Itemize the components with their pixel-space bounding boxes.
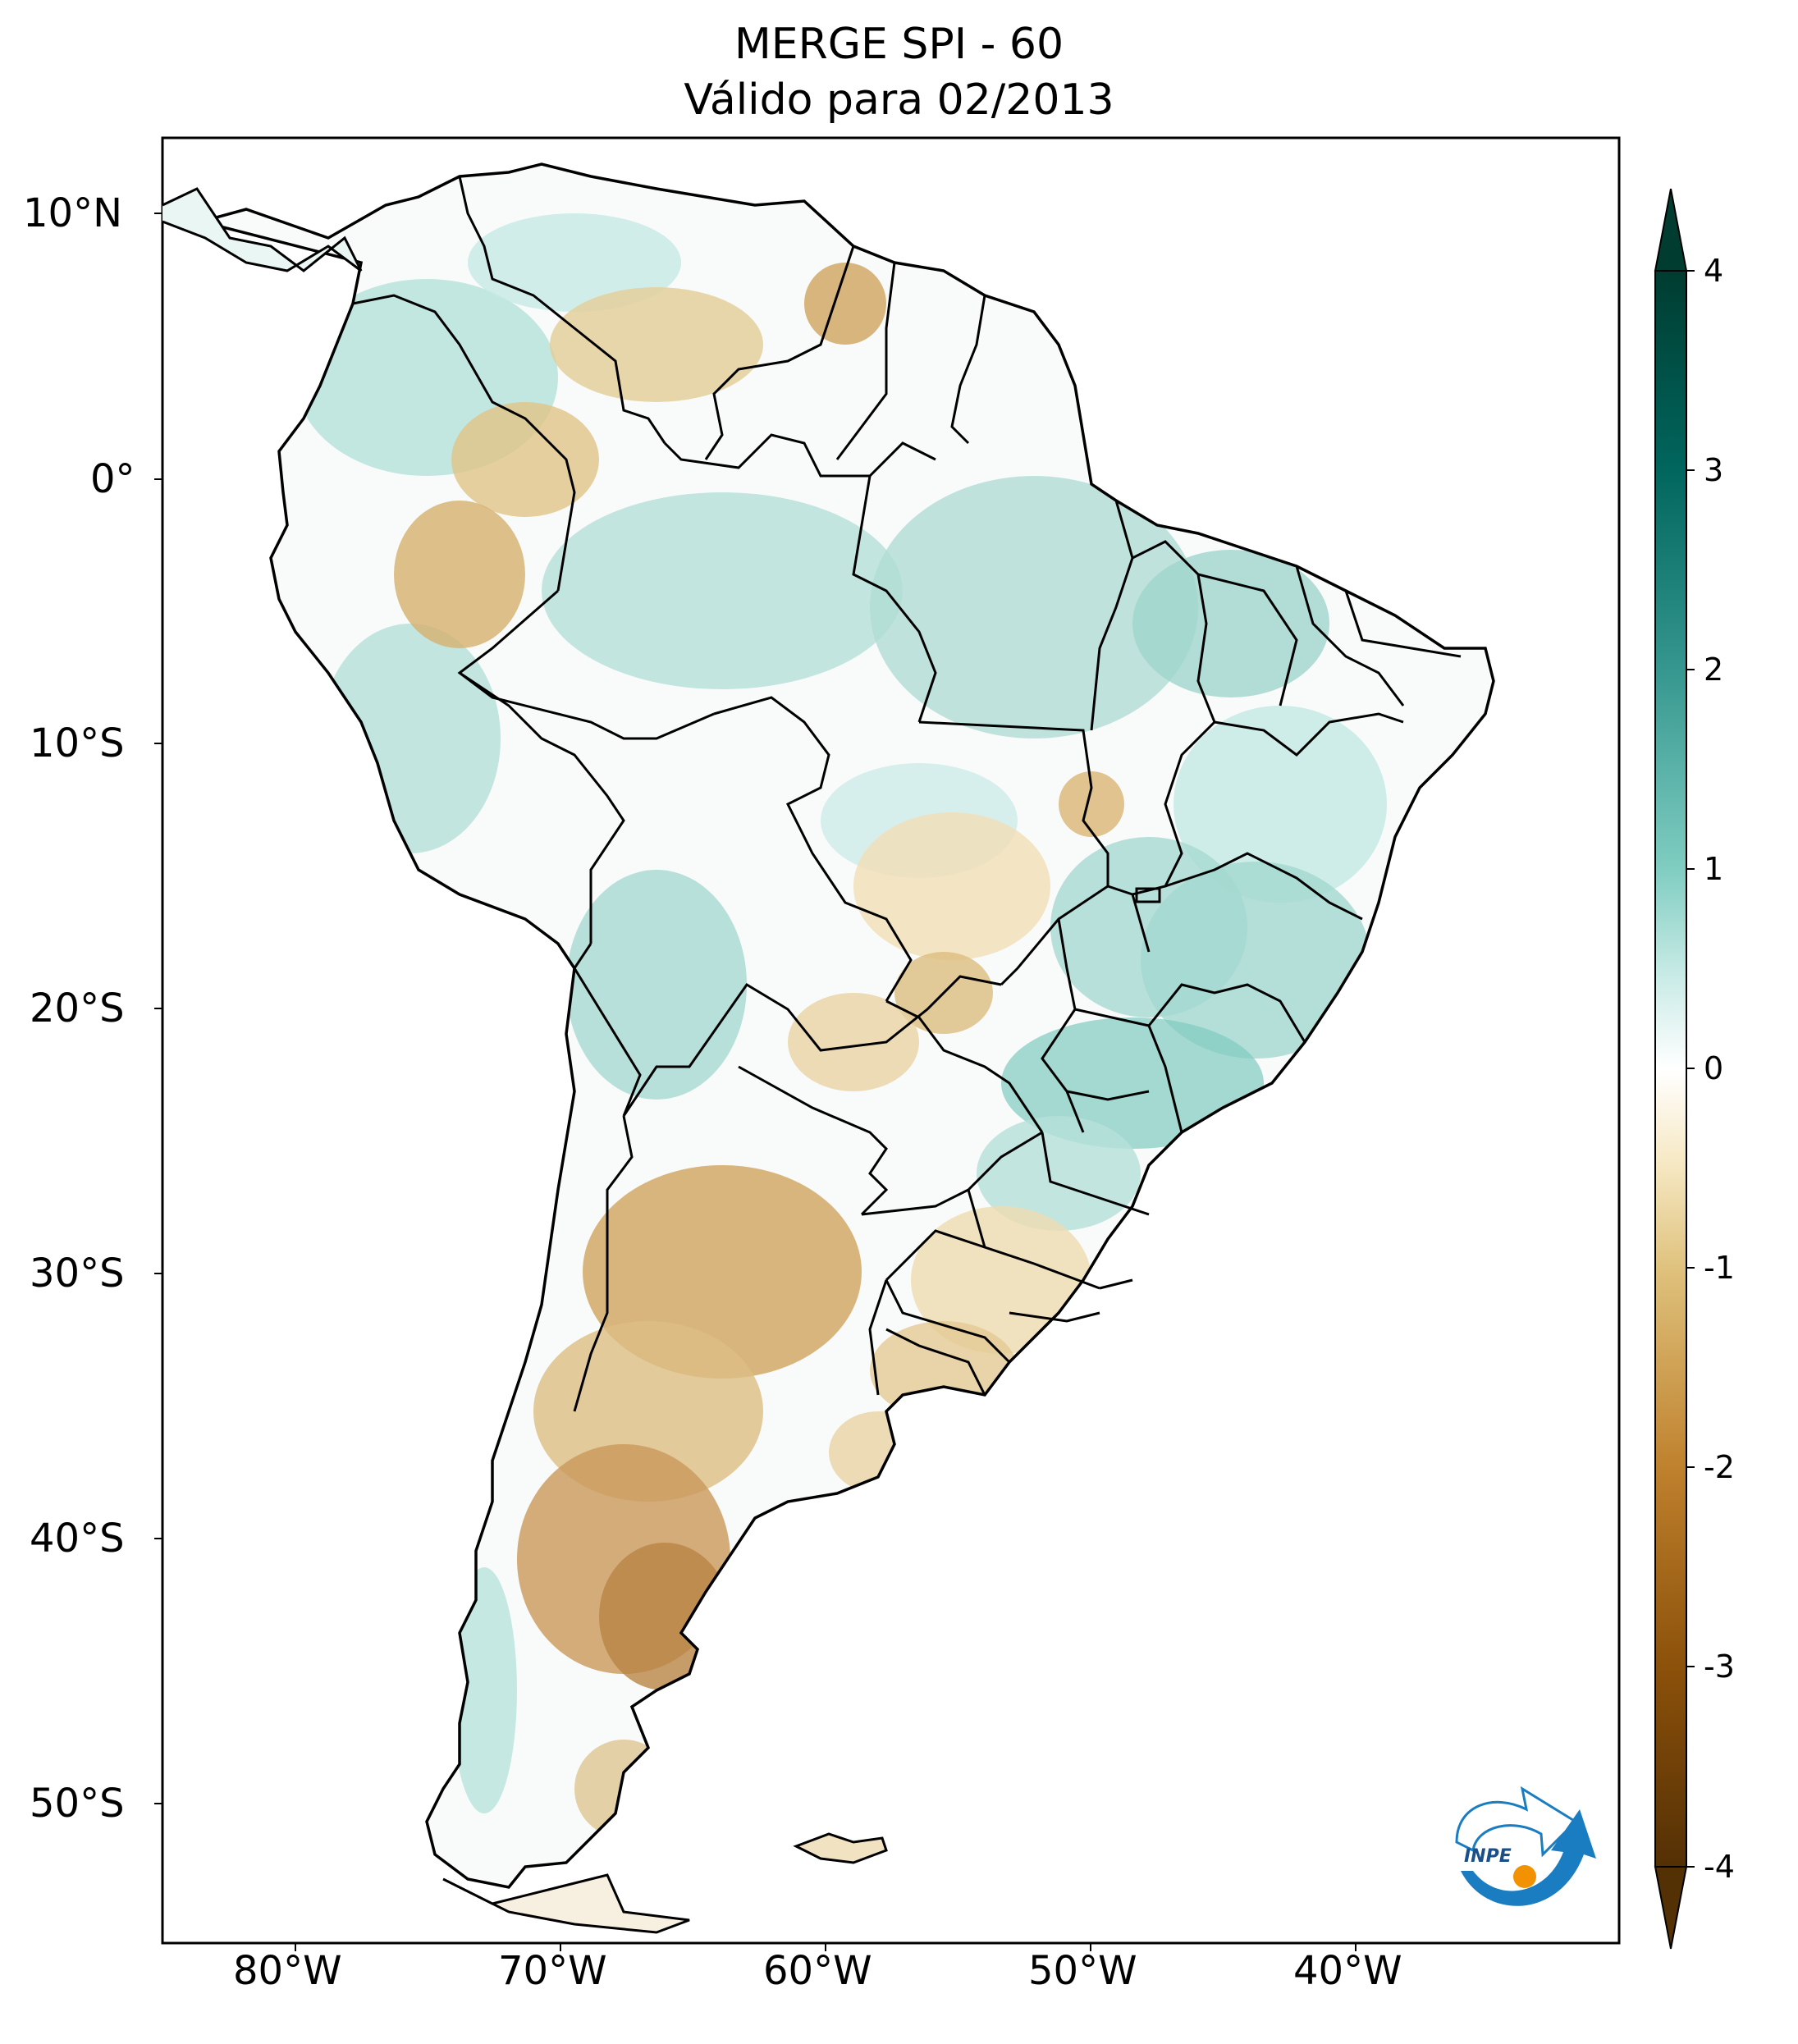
colorbar-tick-label: 0 xyxy=(1704,1050,1724,1086)
lon-tick-label: 50°W xyxy=(1028,1948,1137,1994)
colorbar xyxy=(1654,188,1695,1950)
lon-tick-label: 80°W xyxy=(233,1948,342,1994)
colorbar-tick-label: 1 xyxy=(1704,851,1724,887)
falkland-islands xyxy=(793,1832,888,1864)
lat-tick-label: 10°S xyxy=(30,720,125,766)
lon-tick-label: 40°W xyxy=(1293,1948,1402,1994)
lat-tick-label: 0° xyxy=(90,456,135,502)
lat-tick-label: 10°N xyxy=(23,190,122,236)
inpe-logo-text: INPE xyxy=(1464,1846,1512,1867)
borders xyxy=(352,176,1462,1412)
colorbar-tick-label: -1 xyxy=(1704,1250,1735,1286)
colorbar-tick-label: -3 xyxy=(1704,1648,1735,1685)
axis-ticks xyxy=(154,213,1357,1951)
colorbar-tick-label: -2 xyxy=(1704,1449,1735,1485)
tierra-del-fuego xyxy=(442,1873,690,1934)
inpe-logo xyxy=(1455,1786,1596,1906)
colorbar-tick-label: 3 xyxy=(1704,452,1724,488)
lat-tick-label: 30°S xyxy=(30,1251,125,1296)
map-subtitle: Válido para 02/2013 xyxy=(684,75,1114,125)
colorbar-tick-label: -4 xyxy=(1704,1849,1735,1885)
lat-tick-label: 40°S xyxy=(30,1516,125,1562)
lat-tick-label: 50°S xyxy=(30,1781,125,1827)
map-title: MERGE SPI - 60 xyxy=(734,20,1064,69)
lat-tick-label: 20°S xyxy=(30,985,125,1031)
colorbar-tick-label: 2 xyxy=(1704,652,1724,688)
central-america xyxy=(162,187,363,272)
lon-tick-label: 60°W xyxy=(763,1948,872,1994)
lon-tick-label: 70°W xyxy=(498,1948,607,1994)
colorbar-tick-label: 4 xyxy=(1704,253,1724,289)
coastline xyxy=(195,162,1495,1889)
